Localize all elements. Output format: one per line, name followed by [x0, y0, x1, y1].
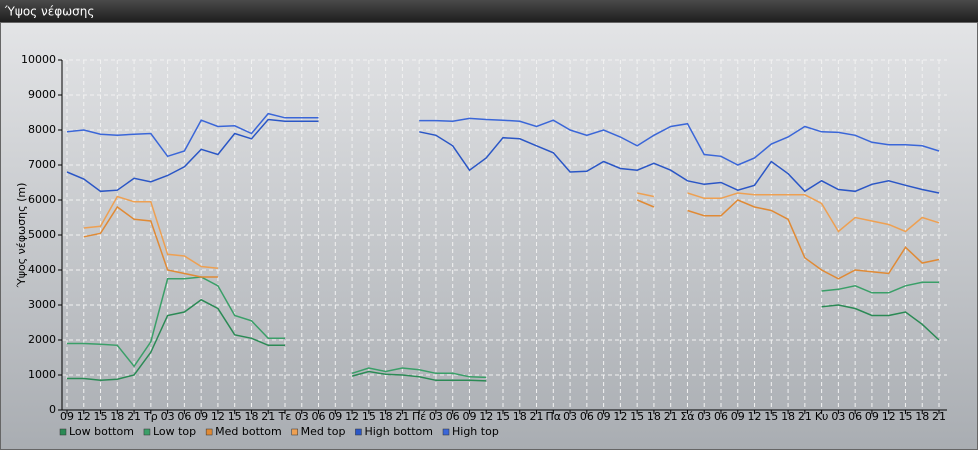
x-tick-label: 09 [60, 410, 74, 423]
series-line [83, 199, 940, 280]
series-line [67, 298, 940, 382]
x-tick-label: 09 [194, 410, 208, 423]
x-tick-label: 06 [714, 410, 728, 423]
series-line [67, 276, 939, 379]
y-tick-label: 8000 [28, 123, 56, 136]
y-tick-label: 0 [49, 403, 56, 416]
x-tick-label: 21 [395, 410, 409, 423]
x-tick-label: Πα [546, 410, 562, 423]
x-tick-label: 21 [932, 410, 946, 423]
x-tick-label: 12 [479, 410, 493, 423]
x-tick-label: 18 [244, 410, 258, 423]
x-tick-label: 12 [211, 410, 225, 423]
x-tick-label: 03 [295, 410, 309, 423]
x-tick-label: 15 [496, 410, 510, 423]
x-tick-label: 15 [630, 410, 644, 423]
x-tick-label: 09 [328, 410, 342, 423]
x-tick-label: 15 [898, 410, 912, 423]
x-tick-label: 21 [261, 410, 275, 423]
x-tick-label: 06 [312, 410, 326, 423]
legend-swatch [291, 428, 298, 436]
y-tick-label: 9000 [28, 88, 56, 101]
x-tick-label: Κυ [815, 410, 829, 423]
y-tick-label: 10000 [21, 53, 56, 66]
x-tick-label: 03 [161, 410, 175, 423]
y-tick-label: 5000 [28, 228, 56, 241]
x-tick-label: 06 [848, 410, 862, 423]
x-tick-label: 18 [781, 410, 795, 423]
x-tick-label: 03 [697, 410, 711, 423]
legend-label: Med top [301, 425, 346, 438]
series-line [66, 118, 940, 194]
x-tick-label: 18 [647, 410, 661, 423]
y-tick-label: 7000 [28, 158, 56, 171]
series-line [83, 192, 940, 270]
x-tick-label: 12 [748, 410, 762, 423]
x-tick-label: 09 [597, 410, 611, 423]
legend-swatch [59, 428, 67, 436]
x-tick-label: 06 [580, 410, 594, 423]
x-tick-label: 09 [462, 410, 476, 423]
x-tick-label: 09 [865, 410, 879, 423]
x-tick-label: 03 [429, 410, 443, 423]
x-tick-label: 06 [177, 410, 191, 423]
x-tick-label: 09 [731, 410, 745, 423]
x-tick-label: 21 [798, 410, 812, 423]
x-tick-label: 12 [613, 410, 627, 423]
y-axis-label: Ύψος νέφωσης (m) [15, 183, 28, 289]
x-tick-label: 12 [77, 410, 91, 423]
y-tick-label: 1000 [28, 368, 56, 381]
x-tick-label: 21 [664, 410, 678, 423]
x-tick-label: 03 [831, 410, 845, 423]
y-tick-label: 2000 [28, 333, 56, 346]
x-tick-label: 15 [362, 410, 376, 423]
series-line [66, 112, 940, 166]
x-tick-label: 03 [563, 410, 577, 423]
legend-swatch [205, 428, 213, 436]
x-tick-label: 18 [915, 410, 929, 423]
y-tick-label: 4000 [28, 263, 56, 276]
legend-label: High top [452, 425, 499, 438]
x-tick-label: 12 [345, 410, 359, 423]
x-tick-label: 18 [379, 410, 393, 423]
x-tick-label: 12 [882, 410, 896, 423]
legend-swatch [442, 428, 450, 436]
x-tick-label: Τρ [143, 410, 158, 423]
x-tick-label: 18 [513, 410, 527, 423]
legend-swatch [355, 428, 362, 436]
x-tick-label: 15 [764, 410, 778, 423]
legend-label: Low top [153, 425, 196, 438]
x-tick-label: Σά [680, 410, 694, 423]
x-tick-label: 21 [530, 410, 544, 423]
legend-label: High bottom [364, 425, 433, 438]
x-tick-label: Τε [278, 410, 292, 423]
y-tick-label: 6000 [28, 193, 56, 206]
window-title: Ύψος νέφωσης [4, 5, 94, 19]
legend-swatch [143, 428, 151, 436]
x-tick-label: 15 [228, 410, 242, 423]
x-tick-label: Πέ [412, 410, 426, 423]
legend-label: Med bottom [215, 425, 282, 438]
x-tick-label: 06 [446, 410, 460, 423]
x-tick-label: 18 [110, 410, 124, 423]
x-tick-label: 21 [127, 410, 141, 423]
legend-label: Low bottom [69, 425, 134, 438]
x-tick-label: 15 [94, 410, 108, 423]
y-tick-label: 3000 [28, 298, 56, 311]
title-bar [0, 0, 978, 22]
